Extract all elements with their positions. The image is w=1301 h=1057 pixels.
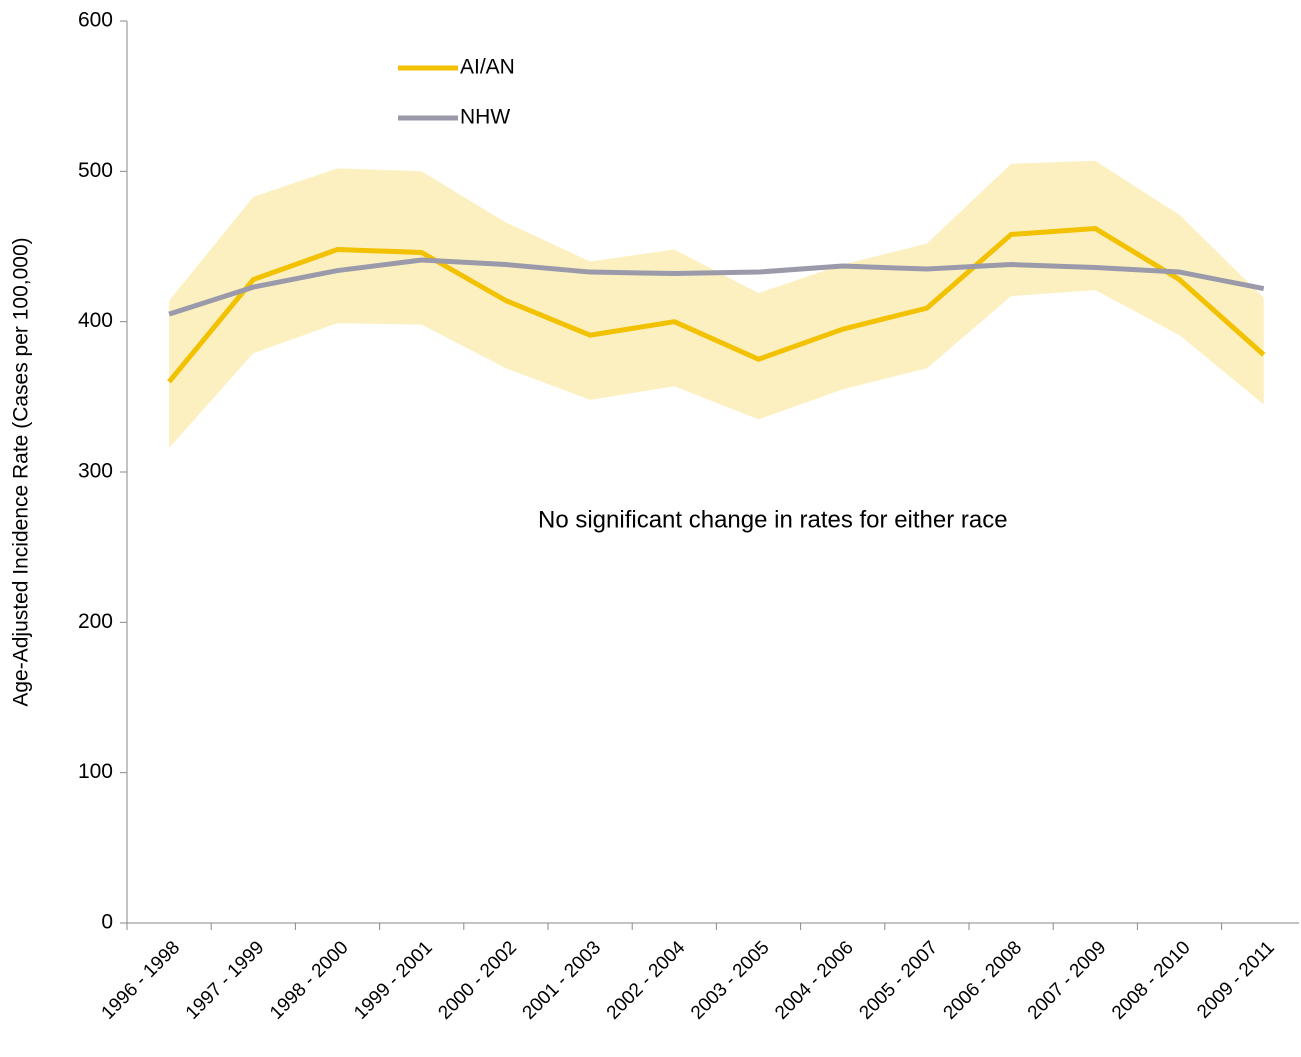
x-tick-label: 1998 - 2000 (266, 937, 353, 1024)
series-line (168, 257, 1265, 317)
x-tick-label: 2001 - 2003 (519, 937, 606, 1024)
x-tick-label: 2000 - 2002 (434, 937, 521, 1024)
x-tick-label: 2005 - 2007 (855, 937, 942, 1024)
y-tick-label: 100 (78, 760, 113, 783)
y-tick-label: 0 (101, 911, 113, 934)
annotation: No significant change in rates for eithe… (538, 506, 1008, 533)
y-axis-title: Age-Adjusted Incidence Rate (Cases per 1… (10, 237, 33, 706)
legend-label: AI/AN (460, 56, 515, 79)
x-tick-label: 2003 - 2005 (687, 937, 774, 1024)
x-tick-label: 2008 - 2010 (1108, 937, 1195, 1024)
x-tick-label: 2006 - 2008 (940, 937, 1027, 1024)
x-tick-label: 2007 - 2009 (1024, 937, 1111, 1024)
y-tick-label: 300 (78, 460, 113, 483)
y-tick-label: 600 (78, 9, 113, 32)
legend-label: NHW (460, 106, 510, 129)
y-tick-label: 400 (78, 309, 113, 332)
x-tick-label: 1996 - 1998 (98, 937, 185, 1024)
y-tick-label: 200 (78, 610, 113, 633)
x-tick-label: 2009 - 2011 (1193, 937, 1279, 1023)
y-tick-label: 500 (78, 159, 113, 182)
series-line (167, 225, 1266, 384)
x-tick-label: 1999 - 2001 (350, 937, 437, 1024)
x-tick-label: 2004 - 2006 (771, 937, 858, 1024)
confidence-band (169, 160, 1264, 448)
x-tick-label: 2002 - 2004 (603, 937, 690, 1024)
x-tick-label: 1997 - 1999 (182, 937, 269, 1024)
